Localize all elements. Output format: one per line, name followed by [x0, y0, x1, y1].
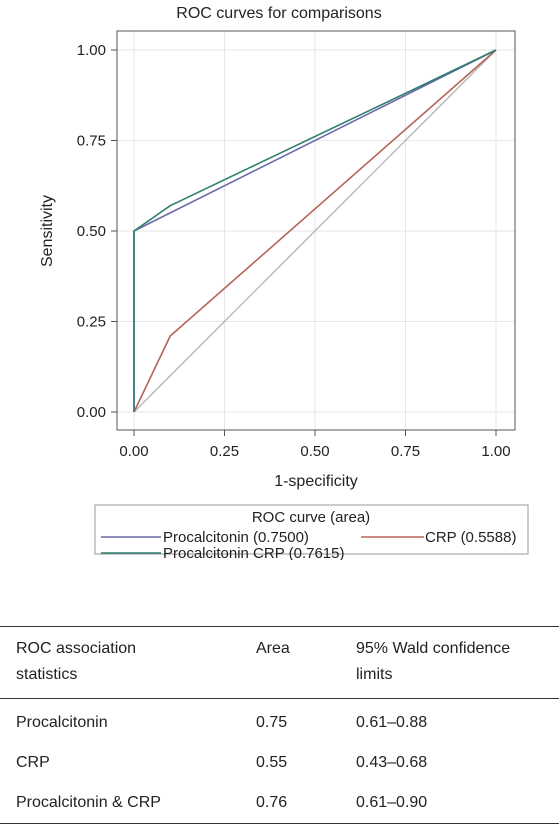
header-confidence-limits: 95% Wald confidence limits [356, 627, 559, 699]
row-ci: 0.43–0.68 [356, 754, 428, 771]
row-label: Procalcitonin [16, 714, 108, 731]
header-statistics: ROC association statistics [0, 627, 256, 699]
x-tick-label: 0.75 [391, 443, 420, 460]
header-ci-line1: 95% Wald confidence [356, 640, 511, 657]
reference-diagonal [133, 49, 497, 413]
legend-box [94, 504, 529, 555]
y-tick-label: 0.25 [77, 314, 106, 331]
table-header-row: ROC association statistics Area 95% Wald… [0, 626, 559, 699]
header-ci-line2: limits [356, 666, 393, 683]
x-axis-label: 1-specificity [274, 473, 358, 490]
row-area: 0.76 [256, 794, 288, 811]
legend-label-1: CRP (0.5588) [425, 529, 516, 546]
legend-title: ROC curve (area) [252, 509, 370, 526]
row-label: CRP [16, 754, 50, 771]
table-row: CRP 0.55 0.43–0.68 [0, 743, 559, 783]
row-ci: 0.61–0.88 [356, 714, 428, 731]
roc-association-table: ROC association statistics Area 95% Wald… [0, 626, 559, 824]
row-ci: 0.61–0.90 [356, 794, 428, 811]
y-axis-label: Sensitivity [39, 195, 56, 267]
y-tick-label: 0.75 [77, 133, 106, 150]
y-tick-label: 0.00 [77, 404, 106, 421]
header-area: Area [256, 640, 290, 657]
row-area: 0.75 [256, 714, 288, 731]
x-tick-label: 0.00 [119, 443, 148, 460]
y-tick-label: 1.00 [77, 42, 106, 59]
row-area: 0.55 [256, 754, 288, 771]
table-row: Procalcitonin 0.75 0.61–0.88 [0, 699, 559, 744]
header-statistics-line2: statistics [16, 666, 78, 683]
chart-title: ROC curves for comparisons [176, 5, 381, 22]
y-tick-label: 0.50 [77, 223, 106, 240]
table-row: Procalcitonin & CRP 0.76 0.61–0.90 [0, 783, 559, 824]
x-tick-label: 0.25 [210, 443, 239, 460]
series-line-2 [133, 49, 497, 412]
row-label: Procalcitonin & CRP [16, 794, 161, 811]
x-tick-label: 1.00 [481, 443, 510, 460]
legend-label-0: Procalcitonin (0.7500) [163, 529, 309, 546]
legend-label-2: Procalcitonin CRP (0.7615) [163, 545, 344, 560]
series-line-1 [133, 49, 497, 413]
roc-chart: ROC curves for comparisons 0.00 0.00 0.25 0.… [39, 5, 529, 560]
header-statistics-line1: ROC association [16, 640, 137, 657]
x-tick-label: 0.50 [300, 443, 329, 460]
